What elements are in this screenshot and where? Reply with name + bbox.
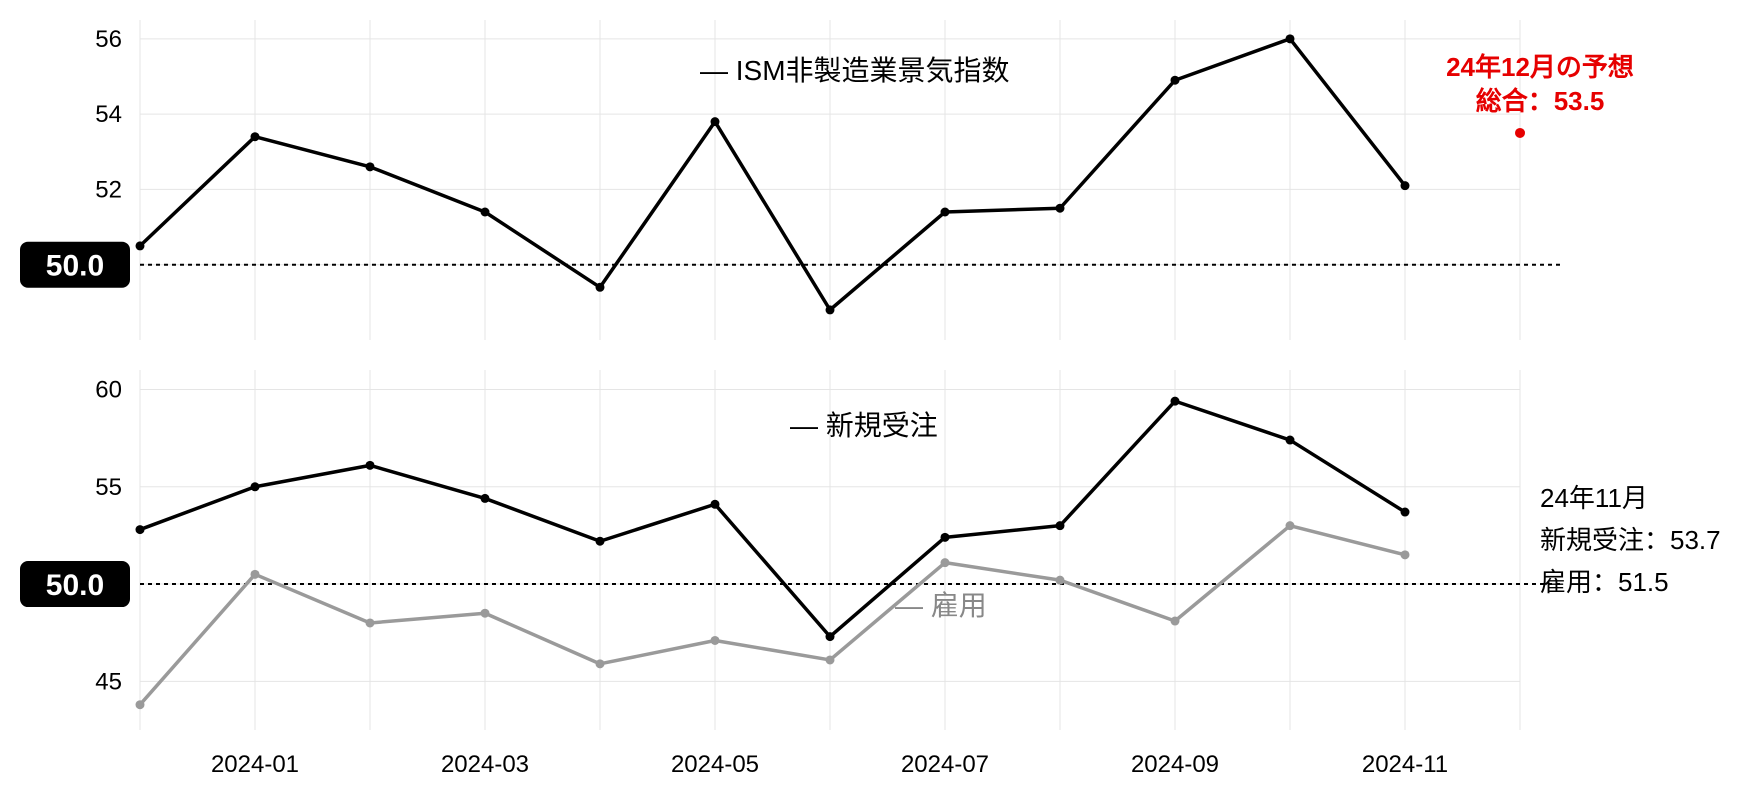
chart-svg: 52 54 56 50.0 ― ISM非製造業景気指数 24年12月の予想総合：53.5 4… <box>0 0 1758 802</box>
neworders-series-point <box>941 533 950 542</box>
ism-series-point <box>1286 34 1295 43</box>
neworders-series <box>140 401 1405 636</box>
employment-series-point <box>251 570 260 579</box>
neworders-series-point <box>1286 436 1295 445</box>
chart-container: 52 54 56 50.0 ― ISM非製造業景気指数 24年12月の予想総合：53.5 4… <box>0 0 1758 802</box>
neworders-series-point <box>136 525 145 534</box>
neworders-series-point <box>251 482 260 491</box>
employment-series-point <box>136 700 145 709</box>
y-tick-label: 45 <box>95 668 122 695</box>
ism-series-point <box>1171 76 1180 85</box>
employment-series-point <box>596 659 605 668</box>
ism-series-point <box>251 132 260 141</box>
ism-series-point <box>596 283 605 292</box>
y-tick-label: 60 <box>95 376 122 403</box>
x-tick-label: 2024-05 <box>671 751 759 778</box>
legend-neworders: ― 新規受注 <box>790 410 938 441</box>
neworders-series-point <box>481 494 490 503</box>
employment-series <box>140 526 1405 705</box>
employment-series-point <box>941 558 950 567</box>
ism-series-point <box>711 117 720 126</box>
employment-series-point <box>366 618 375 627</box>
neworders-series-point <box>1056 521 1065 530</box>
reference-badge-label: 50.0 <box>46 250 104 283</box>
ism-series-point <box>941 208 950 217</box>
employment-series-point <box>481 609 490 618</box>
legend-ism: ― ISM非製造業景気指数 <box>700 55 1010 86</box>
ism-series-point <box>826 305 835 314</box>
ism-series-point <box>481 208 490 217</box>
employment-series-point <box>1286 521 1295 530</box>
x-tick-label: 2024-01 <box>211 751 299 778</box>
neworders-series-point <box>1401 508 1410 517</box>
employment-series-point <box>1401 550 1410 559</box>
legend-employment: ― 雇用 <box>895 590 987 621</box>
y-tick-label: 56 <box>95 26 122 53</box>
ism-series-point <box>1401 181 1410 190</box>
annot-line2: 新規受注：53.7 <box>1540 525 1721 555</box>
y-tick-label: 55 <box>95 474 122 501</box>
neworders-series-point <box>1171 397 1180 406</box>
neworders-series-point <box>366 461 375 470</box>
forecast-label-1: 24年12月の予想 <box>1446 52 1634 82</box>
x-tick-label: 2024-11 <box>1362 751 1448 778</box>
y-tick-label: 52 <box>95 176 122 203</box>
employment-series-point <box>711 636 720 645</box>
ism-series-point <box>136 241 145 250</box>
ism-series-point <box>1056 204 1065 213</box>
x-tick-label: 2024-07 <box>901 751 989 778</box>
employment-series-point <box>1171 617 1180 626</box>
employment-series-point <box>826 655 835 664</box>
neworders-series-point <box>826 632 835 641</box>
annot-line1: 24年11月 <box>1540 483 1648 513</box>
employment-series-point <box>1056 576 1065 585</box>
annot-line3: 雇用：51.5 <box>1540 567 1669 597</box>
neworders-series-point <box>596 537 605 546</box>
neworders-series-point <box>711 500 720 509</box>
ism-series-point <box>366 162 375 171</box>
forecast-label-2: 総合：53.5 <box>1476 86 1605 116</box>
y-tick-label: 54 <box>95 101 122 128</box>
x-tick-label: 2024-09 <box>1131 751 1219 778</box>
x-tick-label: 2024-03 <box>441 751 529 778</box>
forecast-point <box>1515 128 1525 138</box>
reference-badge-label: 50.0 <box>46 569 104 602</box>
